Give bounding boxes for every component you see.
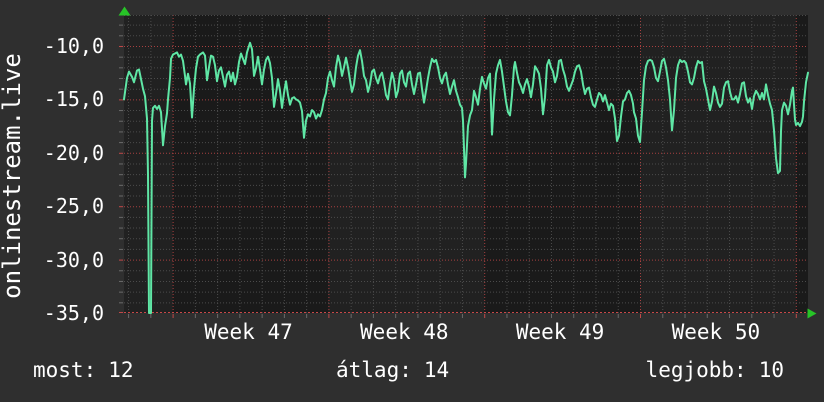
x-axis-arrow-icon	[807, 308, 817, 319]
y-axis-label: -15,0	[43, 87, 104, 112]
stat-current-value: 12	[108, 358, 134, 382]
stat-best: legjobb: 10	[646, 359, 784, 382]
stat-average-value: 14	[423, 358, 450, 382]
y-axis-arrow-icon	[118, 6, 131, 16]
data-line	[123, 41, 809, 314]
x-axis-week-label: Week 48	[360, 320, 449, 344]
x-axis-week-label: Week 47	[204, 320, 293, 344]
stat-average: átlag: 14	[336, 359, 449, 382]
y-axis-label: -25,0	[43, 194, 104, 219]
y-axis-label: -10,0	[43, 33, 104, 58]
y-axis-label: -35,0	[43, 301, 104, 325]
stat-average-label: átlag:	[336, 358, 412, 382]
stat-best-value: 10	[758, 358, 784, 382]
plot-week-band	[795, 15, 808, 313]
x-axis-week-label: Week 50	[671, 320, 761, 344]
stat-best-label: legjobb:	[645, 358, 747, 382]
x-axis-week-label: Week 49	[515, 320, 605, 344]
y-axis-label: -30,0	[43, 247, 104, 272]
y-axis-label: -20,0	[43, 140, 104, 165]
stat-current-label: most:	[33, 358, 97, 382]
stat-current: most: 12	[33, 359, 134, 382]
